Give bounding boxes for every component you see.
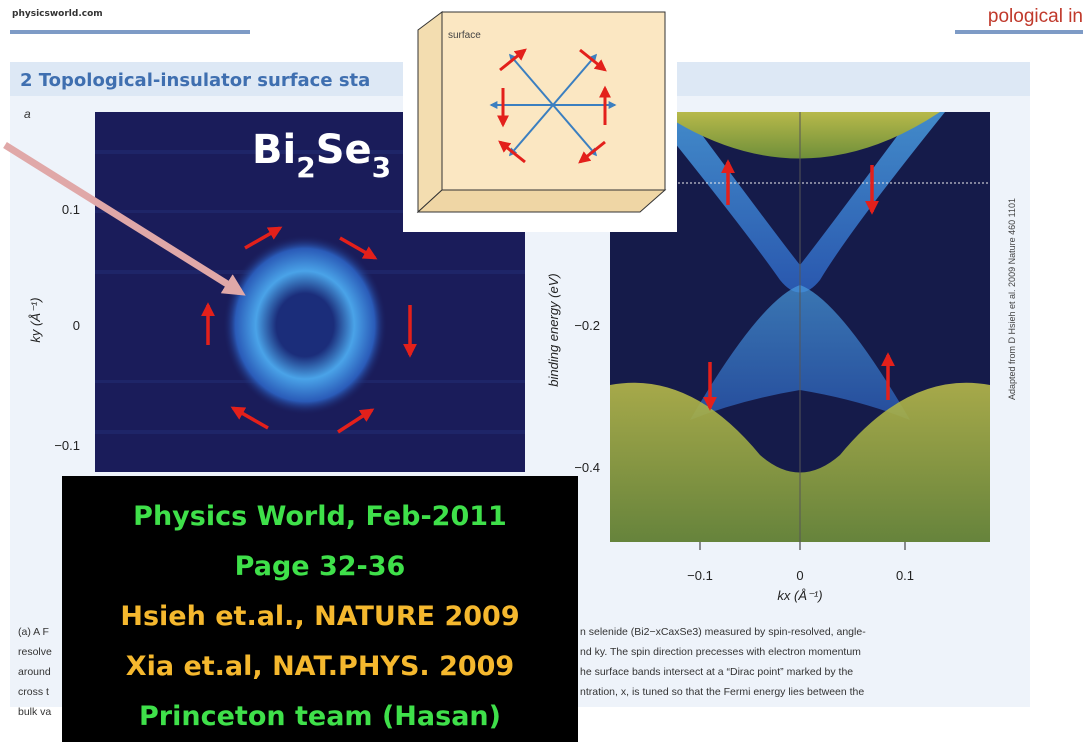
y-tick-label: 0	[73, 318, 80, 333]
slide-title: pological in	[988, 6, 1083, 27]
x-axis-label: kx (Å⁻¹)	[777, 588, 822, 603]
site-name: physicsworld.com	[12, 9, 103, 19]
caption-line: ntration, x, is tuned so that the Fermi …	[580, 686, 864, 698]
y-tick-label: −0.4	[574, 460, 600, 475]
panel-label: a	[24, 107, 31, 121]
cube-bottom	[418, 190, 665, 212]
cube-side	[418, 12, 442, 212]
caption-line: resolve	[18, 646, 52, 658]
header-rule	[955, 30, 1083, 34]
caption-line: cross t	[18, 686, 49, 698]
reference-line: Princeton team (Hasan)	[139, 701, 501, 732]
reference-line: Page 32-36	[235, 551, 406, 582]
x-tick-label: 0	[796, 568, 803, 583]
caption-line: around	[18, 666, 51, 678]
caption-line: he surface bands intersect at a “Dirac p…	[580, 666, 853, 678]
caption-line: nd ky. The spin direction precesses with…	[580, 646, 861, 658]
y-tick-label: −0.2	[574, 318, 600, 333]
reference-line: Physics World, Feb-2011	[133, 501, 507, 532]
inset-label: surface	[448, 30, 481, 41]
fermi-ring	[223, 235, 387, 415]
y-axis-label: ky (Å⁻¹)	[28, 297, 43, 342]
x-tick-label: −0.1	[687, 568, 713, 583]
credit: Adapted from D Hsieh et al. 2009 Nature …	[1007, 198, 1017, 400]
y-tick-label: −0.1	[54, 438, 80, 453]
caption-line: n selenide (Bi2−xCaxSe3) measured by spi…	[580, 626, 866, 638]
figure-title: 2 Topological-insulator surface sta	[20, 70, 370, 91]
y-axis-label: binding energy (eV)	[546, 273, 561, 386]
caption-line: bulk va	[18, 706, 51, 718]
reference-line: Xia et.al, NAT.PHYS. 2009	[126, 651, 514, 682]
y-tick-label: 0.1	[62, 202, 80, 217]
caption-line: (a) A F	[18, 626, 49, 638]
slide: physicsworld.com pological in 2 Topologi…	[0, 0, 1083, 742]
x-tick-label: 0.1	[896, 568, 914, 583]
reference-line: Hsieh et.al., NATURE 2009	[120, 601, 519, 632]
header-rule	[10, 30, 250, 34]
